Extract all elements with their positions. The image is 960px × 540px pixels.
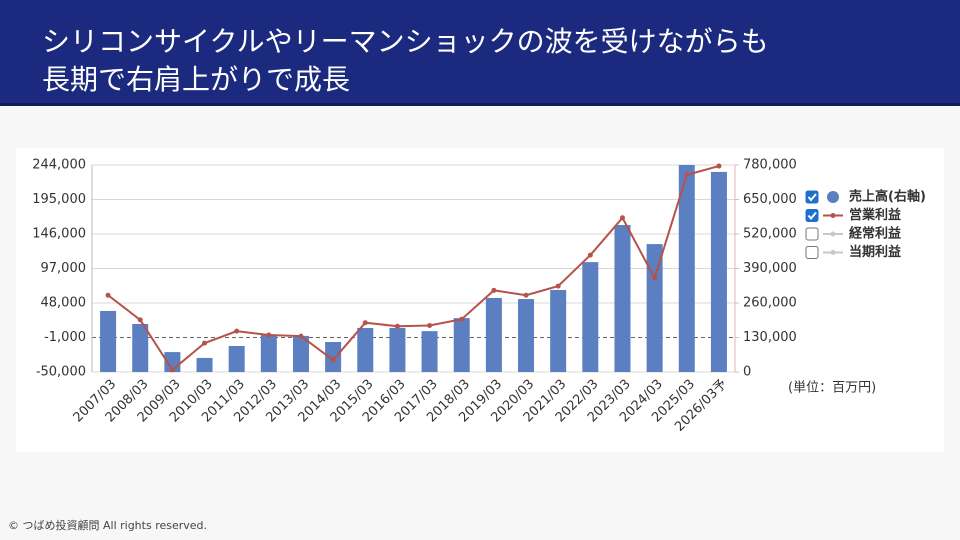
- line-point: [330, 357, 336, 363]
- line-point: [523, 292, 529, 298]
- bar: [100, 310, 117, 372]
- y2-tick-label: 390,000: [743, 261, 797, 276]
- line-point: [362, 320, 368, 326]
- line-point: [169, 367, 175, 373]
- y-tick-label: 97,000: [41, 261, 87, 276]
- line-point: [266, 332, 272, 338]
- y-tick-label: 244,000: [32, 158, 86, 173]
- line-point: [427, 323, 433, 329]
- bar: [582, 262, 599, 372]
- bar: [550, 289, 567, 372]
- title-line: 長期で右肩上がりで成長: [42, 63, 351, 96]
- bar: [260, 335, 277, 372]
- bar: [710, 171, 727, 372]
- line-point: [234, 328, 240, 334]
- legend-swatch: [830, 213, 836, 218]
- line-point: [137, 317, 143, 323]
- legend-swatch: [830, 250, 836, 255]
- legend-checkbox[interactable]: [805, 227, 819, 241]
- y2-tick-label: 260,000: [743, 296, 797, 311]
- line-point: [652, 275, 658, 281]
- bar: [678, 165, 695, 372]
- unit-note: (単位：百万円): [788, 380, 876, 396]
- line-point: [202, 340, 208, 346]
- header: シリコンサイクルやリーマンショックの波を受けながらも 長期で右肩上がりで成長: [0, 0, 960, 106]
- bar: [292, 335, 309, 372]
- chart-panel: [16, 148, 944, 452]
- y2-tick-label: 130,000: [743, 330, 797, 345]
- y2-tick-label: 650,000: [743, 192, 797, 207]
- line: [107, 165, 720, 372]
- legend-label: 売上高(右軸): [849, 189, 926, 205]
- legend-checkbox[interactable]: [805, 190, 819, 204]
- legend-label: 経常利益: [849, 226, 901, 242]
- bar: [357, 327, 374, 372]
- title-line: シリコンサイクルやリーマンショックの波を受けながらも: [42, 25, 769, 58]
- legend-checkbox[interactable]: [805, 209, 819, 222]
- bar: [453, 318, 470, 372]
- line-point: [555, 283, 561, 289]
- footer: © つばめ投資顧問 All rights reserved.: [8, 519, 208, 532]
- bar: [485, 297, 502, 372]
- line-point: [298, 333, 304, 339]
- line-point: [619, 215, 625, 221]
- y2-tick-label: 780,000: [743, 158, 797, 173]
- line-point: [394, 323, 400, 329]
- bar: [228, 345, 245, 372]
- y2-tick-label: 520,000: [743, 227, 797, 242]
- y2-tick-label: 0: [743, 365, 751, 380]
- y-tick-label: -50,000: [36, 365, 86, 380]
- bar: [614, 224, 631, 372]
- legend-swatch: [830, 231, 836, 237]
- y-tick-label: 146,000: [32, 227, 86, 242]
- bar: [132, 323, 149, 372]
- y-tick-label: -1,000: [44, 330, 86, 345]
- legend-check: [807, 211, 817, 221]
- line-point: [105, 292, 111, 298]
- line-point: [684, 172, 690, 178]
- bar: [518, 299, 535, 372]
- bar: [646, 244, 663, 372]
- bar: [325, 342, 342, 372]
- y-tick-label: 48,000: [41, 296, 87, 311]
- bar: [389, 327, 406, 372]
- line-point: [491, 287, 497, 293]
- line-point: [716, 163, 722, 169]
- line-point: [459, 316, 465, 322]
- bar: [421, 331, 438, 372]
- legend-check: [807, 193, 817, 202]
- line-point: [587, 252, 593, 258]
- legend-checkbox[interactable]: [805, 246, 819, 259]
- y-tick-label: 195,000: [32, 192, 86, 207]
- legend-label: 当期利益: [849, 244, 901, 260]
- bar: [196, 357, 213, 372]
- legend-label: 営業利益: [849, 207, 901, 223]
- legend-swatch: [827, 191, 839, 203]
